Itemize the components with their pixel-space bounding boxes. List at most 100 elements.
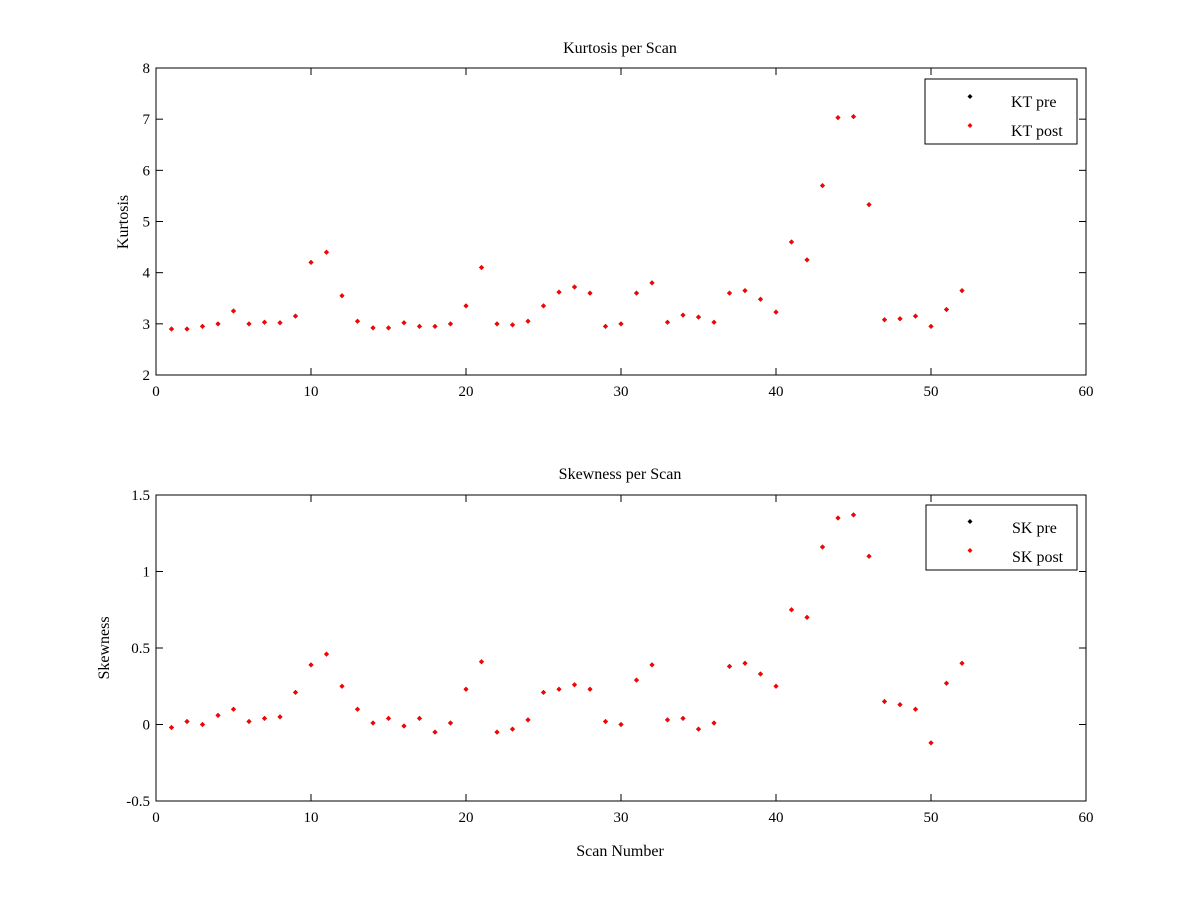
kt-x-tick-label: 60 [1079, 384, 1094, 400]
sk-y-tick-label: -0.5 [126, 794, 150, 810]
point-sk-post [417, 715, 422, 721]
point-sk-post [758, 671, 763, 677]
kurtosis-chart: Kurtosis per Scan Kurtosis 0 10 20 30 40 50 60… [115, 40, 1094, 400]
point-sk-post [804, 614, 810, 620]
kt-y-tick-label: 6 [143, 163, 151, 179]
legend-marker-sk-post [967, 548, 973, 553]
point-kt-post [680, 312, 686, 318]
point-kt-post [417, 323, 422, 329]
sk-y-tick-label: 0.5 [131, 641, 150, 657]
point-sk-post [866, 553, 872, 559]
point-kt-post [463, 303, 469, 309]
point-sk-post [603, 718, 608, 724]
point-sk-post [510, 726, 515, 732]
point-kt-post [324, 249, 329, 255]
point-kt-post [262, 319, 267, 325]
point-kt-post [835, 115, 841, 121]
point-kt-post [618, 321, 624, 327]
point-sk-post [665, 717, 670, 723]
sk-y-tick-label: 0 [143, 718, 151, 734]
kt-x-tick-label: 10 [304, 384, 319, 400]
kt-y-tick-label: 7 [143, 112, 151, 128]
point-kt-post [804, 257, 810, 263]
point-sk-post [835, 515, 841, 521]
point-kt-post [649, 280, 655, 286]
kt-x-tick-label: 0 [152, 384, 160, 400]
point-sk-post [293, 689, 298, 695]
point-kt-post [355, 318, 360, 324]
legend-marker-kt-post [967, 123, 973, 128]
point-sk-post [634, 677, 639, 683]
point-kt-post [169, 326, 174, 332]
point-kt-post [401, 320, 407, 326]
point-sk-post [541, 689, 546, 695]
kt-x-tick-label: 30 [614, 384, 629, 400]
kt-x-tick-label: 20 [459, 384, 474, 400]
point-kt-post [277, 320, 283, 326]
point-sk-post [727, 663, 732, 669]
sk-x-tick-label: 0 [152, 810, 160, 826]
point-kt-post [789, 239, 794, 245]
kt-y-tick-label: 3 [143, 317, 151, 333]
point-sk-post [200, 722, 205, 727]
legend-label-kt-post: KT post [1011, 123, 1063, 140]
kt-x-tick-label: 40 [769, 384, 784, 400]
point-sk-post [401, 723, 407, 729]
sk-y-tick-label: 1.5 [131, 488, 150, 504]
point-kt-post [913, 313, 918, 319]
kt-y-tick-label: 2 [143, 368, 151, 384]
point-sk-post [432, 729, 438, 735]
point-kt-post [882, 317, 887, 323]
point-kt-post [928, 323, 934, 329]
point-sk-post [215, 712, 221, 718]
legend-marker-kt-pre [967, 94, 973, 99]
point-sk-post [479, 659, 484, 665]
point-kt-post [293, 313, 298, 319]
point-sk-post [525, 717, 531, 723]
point-kt-post [541, 303, 546, 309]
sk-x-tick-label: 60 [1079, 810, 1094, 826]
kurtosis-y-axis-label: Kurtosis [115, 195, 132, 249]
kurtosis-legend-box [924, 78, 1078, 145]
point-sk-post [572, 682, 577, 688]
point-kt-post [510, 322, 515, 328]
point-sk-post [789, 607, 794, 613]
kt-y-tick-label: 8 [143, 61, 151, 77]
point-kt-post [603, 323, 608, 329]
point-sk-post [370, 720, 376, 726]
point-sk-post [169, 725, 174, 731]
point-kt-post [370, 325, 376, 331]
skewness-ticks: 0 10 20 30 40 50 60-0.500.511.5 [126, 488, 1093, 826]
point-sk-post [680, 715, 686, 721]
point-sk-post [944, 680, 949, 686]
point-kt-post [820, 183, 825, 189]
point-kt-post [448, 321, 453, 327]
point-sk-post [742, 660, 748, 666]
point-sk-post [773, 683, 779, 689]
point-kt-post [246, 321, 252, 327]
skewness-points [169, 512, 965, 746]
legend-label-sk-pre: SK pre [1012, 520, 1057, 537]
point-kt-post [665, 319, 670, 325]
sk-x-tick-label: 50 [924, 810, 939, 826]
kt-y-tick-label: 5 [143, 215, 151, 231]
point-sk-post [494, 729, 500, 735]
point-sk-post [882, 699, 887, 705]
point-kt-post [587, 290, 593, 296]
skewness-y-axis-label: Skewness [96, 616, 113, 679]
point-kt-post [572, 284, 577, 290]
point-sk-post [262, 715, 267, 721]
skewness-legend-box [925, 504, 1078, 571]
skewness-chart: Skewness per Scan Skewness Scan Number 0… [96, 466, 1094, 860]
legend-marker-sk-pre [967, 519, 973, 524]
kurtosis-legend: KT pre KT post [924, 78, 1078, 145]
point-kt-post [432, 323, 438, 329]
skewness-legend: SK pre SK post [925, 504, 1078, 571]
point-kt-post [556, 289, 562, 295]
point-sk-post [820, 544, 825, 550]
kt-y-tick-label: 4 [143, 266, 151, 282]
point-sk-post [711, 720, 717, 726]
point-kt-post [696, 314, 701, 320]
point-kt-post [897, 316, 903, 322]
kurtosis-ticks: 0 10 20 30 40 50 60 2 3 4 5 6 7 8 [143, 61, 1094, 400]
